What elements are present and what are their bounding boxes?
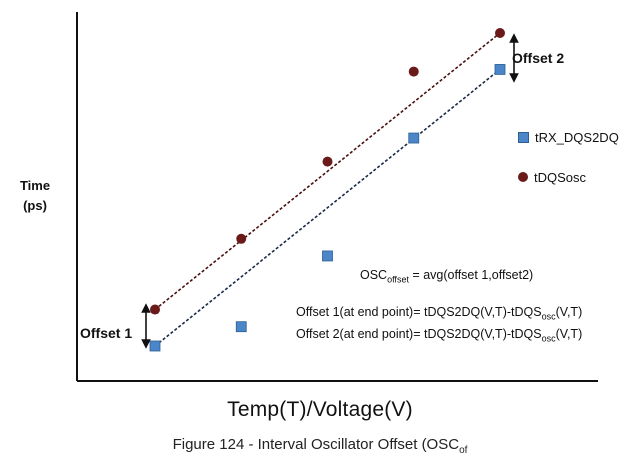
caption-text: Figure 124 - Interval Oscillator Offset … (172, 436, 460, 453)
point-trx-dqs2dq-3 (322, 250, 333, 262)
point-trx-dqs2dq-1 (149, 340, 161, 352)
point-tdqsosc-4 (408, 66, 419, 77)
formula-offset2-rest: (V,T) (555, 327, 583, 341)
legend-item-tdqsosc: tDQSosc (518, 166, 619, 188)
y-axis-label: Time (ps) (10, 176, 60, 216)
legend-label-trx: tRX_DQS2DQ (535, 129, 619, 145)
legend-label-tdqsosc: tDQSosc (534, 169, 587, 185)
formula-offset2-prefix: Offset 2(at end point)= tDQS2DQ(V,T)-tDQ… (296, 327, 542, 341)
x-axis-label: Temp(T)/Voltage(V) (227, 398, 413, 421)
y-axis-label-line2: (ps) (23, 198, 47, 213)
circle-marker-icon (518, 172, 528, 182)
formula-offset1-rest: (V,T) (555, 304, 583, 319)
point-trx-dqs2dq-4 (408, 132, 420, 144)
formula-offset1-prefix: Offset 1(at end point)= tDQS2DQ(V,T)-tDQ… (296, 304, 542, 319)
point-tdqsosc-1 (150, 304, 160, 315)
trendline-tdqsosc (154, 32, 501, 311)
figure-caption: Figure 124 - Interval Oscillator Offset … (0, 436, 640, 456)
formula-avg-prefix: OSC (360, 268, 388, 282)
caption-sub: of (459, 445, 468, 456)
square-marker-icon (518, 131, 529, 143)
point-tdqsosc-5 (495, 28, 505, 38)
offset1-label: Offset 1 (80, 325, 133, 341)
point-trx-dqs2dq-5 (494, 64, 506, 75)
formula-offset1: Offset 1(at end point)= tDQS2DQ(V,T)-tDQ… (296, 303, 582, 326)
point-tdqsosc-3 (322, 156, 333, 167)
formula-avg-sub: offset (387, 274, 409, 285)
formula-offset2: Offset 2(at end point)= tDQS2DQ(V,T)-tDQ… (296, 325, 582, 348)
point-trx-dqs2dq-2 (235, 321, 247, 333)
formula-block: OSCoffset = avg(offset 1,offset2) Offset… (296, 266, 582, 348)
offset1-arrow (141, 303, 151, 349)
trendline-trx-dqs2dq (154, 68, 501, 347)
formula-avg-rest: = avg(offset 1,offset2) (408, 268, 534, 282)
offset2-arrow (509, 33, 519, 83)
point-tdqsosc-2 (236, 233, 247, 244)
formula-offset1-sub: osc (541, 311, 556, 321)
formula-avg: OSCoffset = avg(offset 1,offset2) (360, 266, 582, 289)
y-axis-label-line1: Time (19, 178, 51, 193)
formula-offset2-sub: osc (541, 333, 556, 344)
legend-item-trx: tRX_DQS2DQ (518, 126, 619, 148)
legend: tRX_DQS2DQ tDQSosc (518, 126, 619, 206)
offset2-label: Offset 2 (512, 50, 565, 66)
